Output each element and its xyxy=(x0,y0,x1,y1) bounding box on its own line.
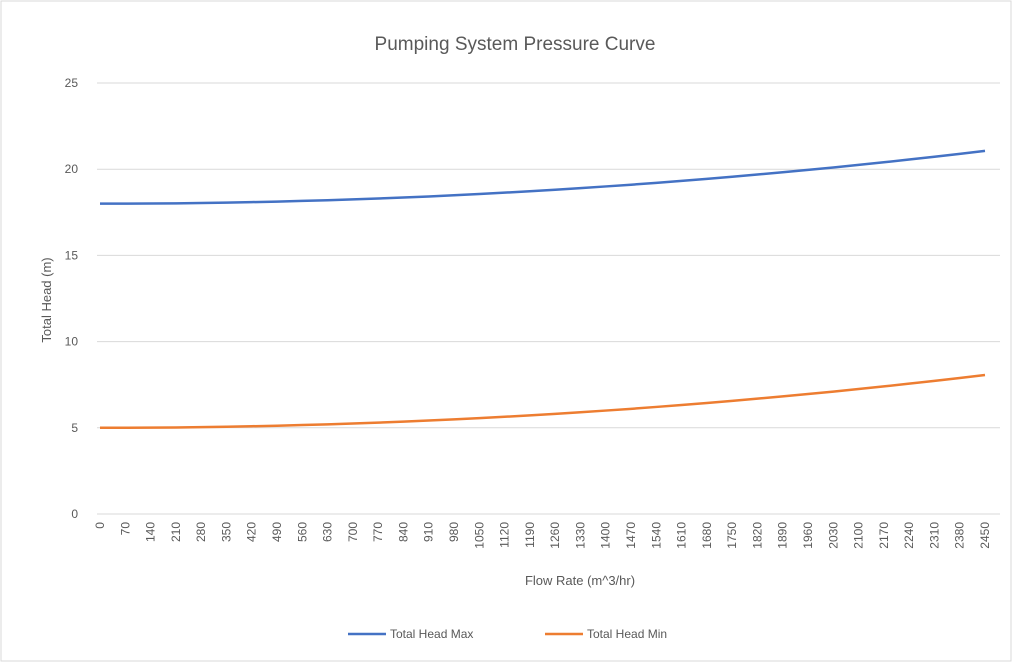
x-tick-label: 1400 xyxy=(599,522,613,549)
x-tick-label: 630 xyxy=(321,522,335,542)
x-tick-label: 560 xyxy=(295,522,309,542)
legend-label: Total Head Max xyxy=(390,627,473,641)
x-tick-label: 1120 xyxy=(498,522,512,548)
x-tick-label: 2450 xyxy=(978,522,992,549)
x-tick-label: 140 xyxy=(144,522,158,542)
x-tick-label: 2310 xyxy=(927,522,941,549)
x-tick-label: 770 xyxy=(371,522,385,542)
x-tick-label: 1610 xyxy=(675,522,689,549)
x-tick-label: 2380 xyxy=(953,522,967,549)
x-tick-label: 2170 xyxy=(877,522,891,549)
chart-title: Pumping System Pressure Curve xyxy=(375,34,656,55)
y-tick-label: 0 xyxy=(71,507,78,521)
x-tick-label: 1750 xyxy=(725,522,739,549)
y-tick-label: 20 xyxy=(65,162,79,176)
x-tick-label: 280 xyxy=(194,522,208,542)
x-tick-label: 1190 xyxy=(523,522,537,548)
x-tick-label: 1470 xyxy=(624,522,638,549)
legend-label: Total Head Min xyxy=(587,627,667,641)
x-tick-label: 1960 xyxy=(801,522,815,549)
x-tick-label: 0 xyxy=(93,522,107,529)
x-tick-label: 840 xyxy=(396,522,410,542)
x-tick-label: 910 xyxy=(422,522,436,542)
x-tick-label: 1820 xyxy=(750,522,764,549)
x-tick-label: 70 xyxy=(118,522,132,536)
x-tick-label: 700 xyxy=(346,522,360,542)
x-tick-label: 2240 xyxy=(902,522,916,549)
x-tick-label: 1330 xyxy=(573,522,587,549)
y-tick-label: 15 xyxy=(65,248,79,262)
x-tick-label: 210 xyxy=(169,522,183,542)
x-tick-label: 420 xyxy=(245,522,259,542)
x-tick-label: 2030 xyxy=(826,522,840,549)
x-tick-label: 2100 xyxy=(852,522,866,549)
y-tick-label: 5 xyxy=(71,421,78,435)
x-tick-label: 1890 xyxy=(776,522,790,549)
series-line xyxy=(100,149,986,205)
x-tick-label: 1540 xyxy=(649,522,663,549)
y-tick-label: 10 xyxy=(65,335,79,349)
y-axis-label: Total Head (m) xyxy=(39,257,54,342)
x-tick-label: 350 xyxy=(219,522,233,542)
x-tick-label: 490 xyxy=(270,522,284,542)
x-tick-label: 1680 xyxy=(700,522,714,549)
x-axis-label: Flow Rate (m^3/hr) xyxy=(525,573,635,588)
x-tick-label: 1050 xyxy=(472,522,486,549)
x-tick-label: 1260 xyxy=(548,522,562,549)
y-tick-label: 25 xyxy=(65,76,79,90)
series-line xyxy=(100,373,986,430)
x-tick-label: 980 xyxy=(447,522,461,542)
